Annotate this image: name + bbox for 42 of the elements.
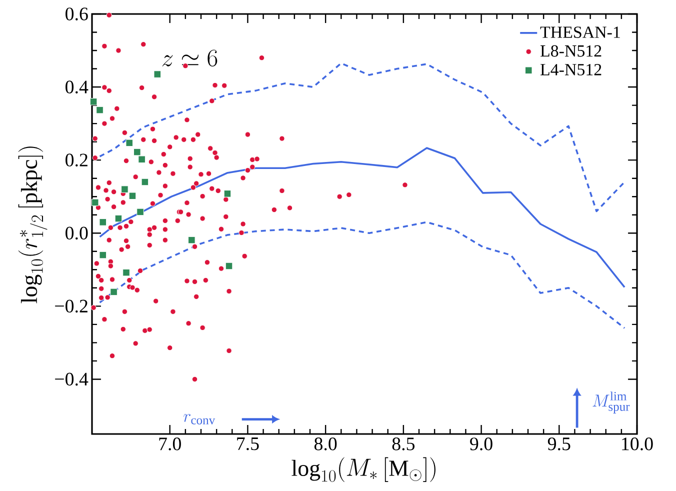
legend-label: L4-N512: [540, 64, 602, 76]
y-tick-label: 0.2: [66, 154, 88, 167]
x-tick-label: 7.0: [159, 438, 181, 450]
annotation: $r_{\rm conv}$: [184, 414, 216, 424]
point: [114, 214, 122, 222]
x-tick-label: 9.0: [470, 438, 492, 450]
y-tick-label: 0.4: [66, 80, 88, 94]
point: [96, 106, 104, 114]
legend-label: L8-N512: [540, 45, 602, 57]
point: [122, 268, 130, 276]
y-tick-label: −0.2: [55, 300, 88, 313]
legend-label: THESAN-1: [540, 26, 620, 38]
line-series: [98, 147, 626, 288]
point: [138, 156, 146, 163]
y-tick-label: 0.0: [66, 226, 88, 240]
point: [136, 208, 144, 216]
point: [141, 178, 149, 186]
annotation: $z\simeq 6$: [162, 50, 218, 66]
point: [154, 70, 162, 78]
x-tick-label: 8.5: [392, 438, 415, 450]
point: [121, 186, 128, 193]
y-tick-label: 0.6: [66, 8, 88, 20]
point: [225, 262, 233, 270]
y-tick-label: −0.4: [55, 372, 88, 386]
line-series: [98, 221, 626, 329]
point: [134, 148, 141, 156]
point: [126, 139, 134, 147]
x-tick-label: 10.0: [622, 438, 653, 450]
x-axis-title: $\log_{10}(M_*\,[\mathrm{M}_\odot])$: [292, 457, 436, 482]
y-axis-title: $\log_{10}(r^*_{1/2}\,[\mathrm{pkpc}])$: [18, 146, 48, 304]
x-tick-label: 9.5: [548, 438, 570, 450]
point: [90, 98, 98, 106]
x-tick-label: 7.5: [237, 438, 259, 450]
point: [99, 218, 107, 226]
point: [91, 198, 99, 206]
point: [99, 251, 107, 259]
x-tick-label: 8.0: [314, 438, 337, 450]
point: [224, 190, 232, 198]
annotation: $M^{\rm lim}_{\rm spur}$: [592, 392, 630, 414]
point: [188, 236, 196, 244]
point: [110, 288, 118, 296]
point: [128, 192, 136, 200]
